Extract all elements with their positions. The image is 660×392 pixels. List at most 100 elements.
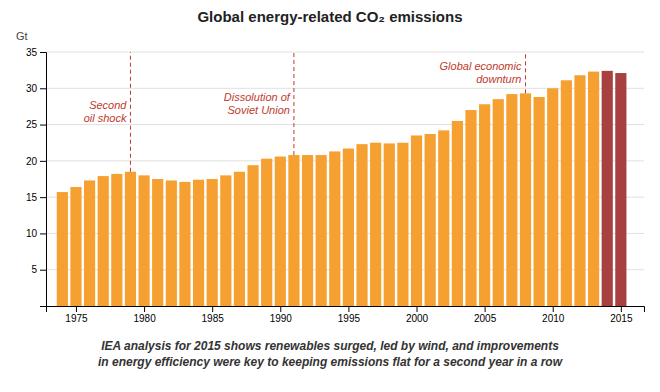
x-axis: 1975 1980 1985 1990 1995 2000 2005 2010 2015 — [47, 306, 645, 324]
footer-line: in energy efficiency were key to keeping… — [98, 355, 563, 369]
annotation-line-text: Dissolution of — [224, 91, 291, 103]
bar — [493, 99, 504, 306]
bar — [234, 172, 245, 306]
bar — [275, 157, 286, 306]
x-tick-mark — [348, 306, 349, 312]
y-tick-mark — [40, 125, 46, 126]
bar — [411, 135, 422, 306]
y-axis-line — [40, 53, 47, 307]
y-tick-mark — [40, 52, 46, 53]
annotation-line-text: Global economic — [440, 60, 522, 72]
bar — [302, 155, 313, 306]
annotation-line — [525, 52, 526, 93]
y-tick-mark — [40, 233, 46, 234]
bar — [316, 155, 327, 306]
chart-svg: 5 10 15 20 25 30 35 1975 1980 1985 1990 1995 2000 200… — [0, 0, 660, 392]
y-tick-mark — [40, 270, 46, 271]
footer-line: IEA analysis for 2015 shows renewables s… — [101, 339, 559, 353]
bar — [220, 175, 231, 306]
x-tick-mark — [485, 306, 486, 312]
bar — [152, 179, 163, 306]
bar — [329, 151, 340, 306]
bar — [384, 143, 395, 306]
bar — [547, 88, 558, 306]
bar — [84, 180, 95, 306]
bar — [207, 179, 218, 306]
x-tick: 1995 — [338, 306, 361, 324]
bar — [261, 159, 272, 306]
bar — [465, 110, 476, 306]
x-tick: 1975 — [65, 306, 88, 324]
plot-area — [57, 52, 627, 306]
x-tick: 2010 — [542, 306, 565, 324]
bar — [179, 182, 190, 306]
annotation: Dissolution ofSoviet Union — [224, 91, 291, 116]
annotation-line-text: downturn — [476, 73, 521, 85]
bar — [615, 73, 626, 306]
x-tick: 1980 — [133, 306, 156, 324]
x-tick-mark — [76, 306, 77, 312]
bar — [574, 75, 585, 306]
y-tick: 10 — [26, 228, 46, 239]
y-axis-label: Gt — [16, 30, 28, 42]
bars — [57, 71, 627, 306]
annotation: Global economicdownturn — [440, 60, 522, 85]
x-tick: 2005 — [474, 306, 497, 324]
x-tick-label: 1985 — [202, 313, 225, 324]
bar — [370, 143, 381, 306]
bar — [588, 72, 599, 306]
y-tick-label: 15 — [26, 192, 38, 203]
x-tick: 1990 — [270, 306, 293, 324]
x-tick-mark — [553, 306, 554, 312]
y-tick: 15 — [26, 192, 46, 203]
bar — [534, 97, 545, 306]
bar — [138, 175, 149, 306]
x-tick-label: 2005 — [474, 313, 497, 324]
bar — [111, 174, 122, 306]
bar — [125, 172, 136, 306]
y-tick-label: 35 — [26, 47, 38, 58]
annotations: Secondoil shockDissolution ofSoviet Unio… — [84, 60, 522, 124]
y-tick-label: 20 — [26, 156, 38, 167]
annotation-line-text: Soviet Union — [228, 104, 290, 116]
x-tick-mark — [280, 306, 281, 312]
y-tick-label: 25 — [26, 119, 38, 130]
bar — [602, 71, 613, 306]
x-tick-label: 1975 — [65, 313, 88, 324]
bar — [343, 149, 354, 306]
title: Global energy-related CO₂ emissions — [197, 8, 462, 25]
bar — [70, 187, 81, 306]
x-tick-mark — [212, 306, 213, 312]
x-tick-label: 1990 — [270, 313, 293, 324]
annotation-line — [293, 52, 294, 155]
x-tick-label: 2015 — [610, 313, 633, 324]
y-tick-label: 30 — [26, 83, 38, 94]
bar — [288, 155, 299, 306]
bar — [57, 192, 68, 306]
y-axis: 5 10 15 20 25 30 35 — [26, 47, 47, 307]
bar — [506, 94, 517, 306]
bar — [425, 134, 436, 306]
chart-container: 5 10 15 20 25 30 35 1975 1980 1985 1990 1995 2000 200… — [0, 0, 660, 392]
bar — [166, 180, 177, 306]
x-tick: 2015 — [610, 306, 633, 324]
bar — [397, 143, 408, 306]
x-tick: 1985 — [202, 306, 225, 324]
y-tick: 5 — [31, 264, 46, 275]
y-tick: 30 — [26, 83, 46, 94]
bar — [520, 93, 531, 306]
annotation-lines — [130, 52, 525, 172]
x-axis-line — [47, 307, 645, 313]
y-tick-label: 5 — [31, 264, 37, 275]
x-tick-mark — [417, 306, 418, 312]
y-tick-mark — [40, 161, 46, 162]
grid-line — [46, 52, 644, 53]
bar — [561, 80, 572, 306]
x-tick-label: 2010 — [542, 313, 565, 324]
x-tick-label: 1980 — [133, 313, 156, 324]
y-tick-label: 10 — [26, 228, 38, 239]
y-tick: 25 — [26, 119, 46, 130]
bar — [452, 121, 463, 306]
x-tick: 2000 — [406, 306, 429, 324]
x-tick-mark — [621, 306, 622, 312]
